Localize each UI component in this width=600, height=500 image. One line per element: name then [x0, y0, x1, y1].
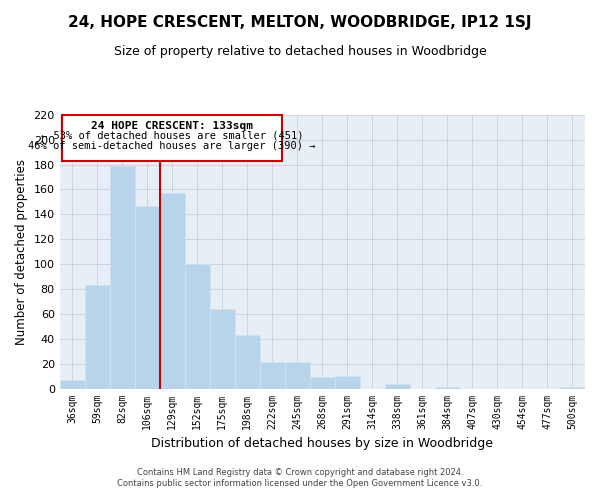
Bar	[260, 362, 285, 388]
Bar	[210, 309, 235, 388]
Y-axis label: Number of detached properties: Number of detached properties	[15, 158, 28, 344]
Bar	[59, 380, 85, 388]
Text: ← 53% of detached houses are smaller (451): ← 53% of detached houses are smaller (45…	[41, 131, 304, 141]
Bar	[310, 378, 335, 388]
X-axis label: Distribution of detached houses by size in Woodbridge: Distribution of detached houses by size …	[151, 437, 493, 450]
Bar	[160, 193, 185, 388]
Text: Size of property relative to detached houses in Woodbridge: Size of property relative to detached ho…	[113, 45, 487, 58]
Text: 24 HOPE CRESCENT: 133sqm: 24 HOPE CRESCENT: 133sqm	[91, 121, 253, 131]
Bar	[285, 362, 310, 388]
Bar	[335, 376, 360, 388]
Bar	[185, 264, 210, 388]
Bar	[235, 335, 260, 388]
Text: 24, HOPE CRESCENT, MELTON, WOODBRIDGE, IP12 1SJ: 24, HOPE CRESCENT, MELTON, WOODBRIDGE, I…	[68, 15, 532, 30]
Bar	[110, 166, 135, 388]
Text: 46% of semi-detached houses are larger (390) →: 46% of semi-detached houses are larger (…	[28, 141, 316, 151]
Bar	[135, 206, 160, 388]
Bar	[85, 286, 110, 389]
FancyBboxPatch shape	[62, 115, 283, 161]
Bar	[385, 384, 410, 388]
Text: Contains HM Land Registry data © Crown copyright and database right 2024.
Contai: Contains HM Land Registry data © Crown c…	[118, 468, 482, 487]
